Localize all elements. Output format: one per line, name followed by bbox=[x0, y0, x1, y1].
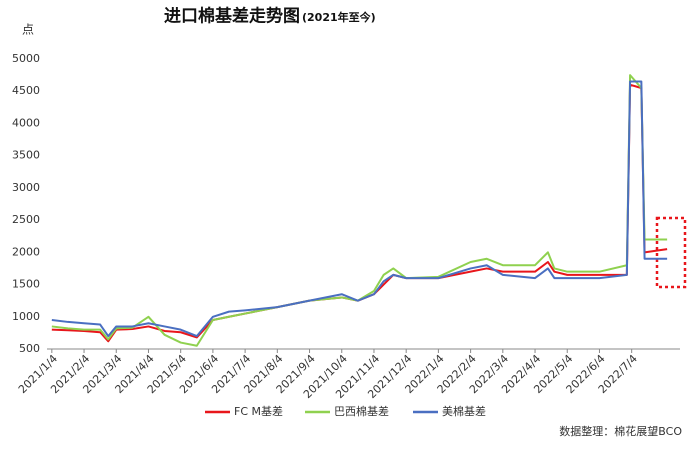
series-line bbox=[51, 80, 668, 338]
series-line bbox=[51, 74, 668, 347]
y-axis-label: 点 bbox=[22, 23, 34, 37]
y-tick-label: 2000 bbox=[12, 245, 40, 258]
y-tick-label: 1500 bbox=[12, 278, 40, 291]
chart-subtitle: (2021年至今) bbox=[302, 10, 376, 24]
legend-label: 美棉基差 bbox=[442, 404, 486, 418]
legend-label: 巴西棉基差 bbox=[334, 404, 389, 418]
y-tick-label: 500 bbox=[19, 342, 40, 355]
y-tick-label: 4500 bbox=[12, 84, 40, 97]
y-tick-label: 3000 bbox=[12, 181, 40, 194]
highlight-box bbox=[655, 216, 687, 289]
y-tick-label: 2500 bbox=[12, 213, 40, 226]
source: 数据整理：棉花展望BCO bbox=[559, 424, 682, 438]
legend-label: FC M基差 bbox=[234, 404, 283, 418]
y-tick-label: 5000 bbox=[12, 52, 40, 65]
y-tick-label: 1000 bbox=[12, 310, 40, 323]
y-tick-label: 4000 bbox=[12, 116, 40, 129]
chart-title: 进口棉基差走势图 bbox=[164, 6, 300, 27]
y-tick-label: 3500 bbox=[12, 149, 40, 162]
